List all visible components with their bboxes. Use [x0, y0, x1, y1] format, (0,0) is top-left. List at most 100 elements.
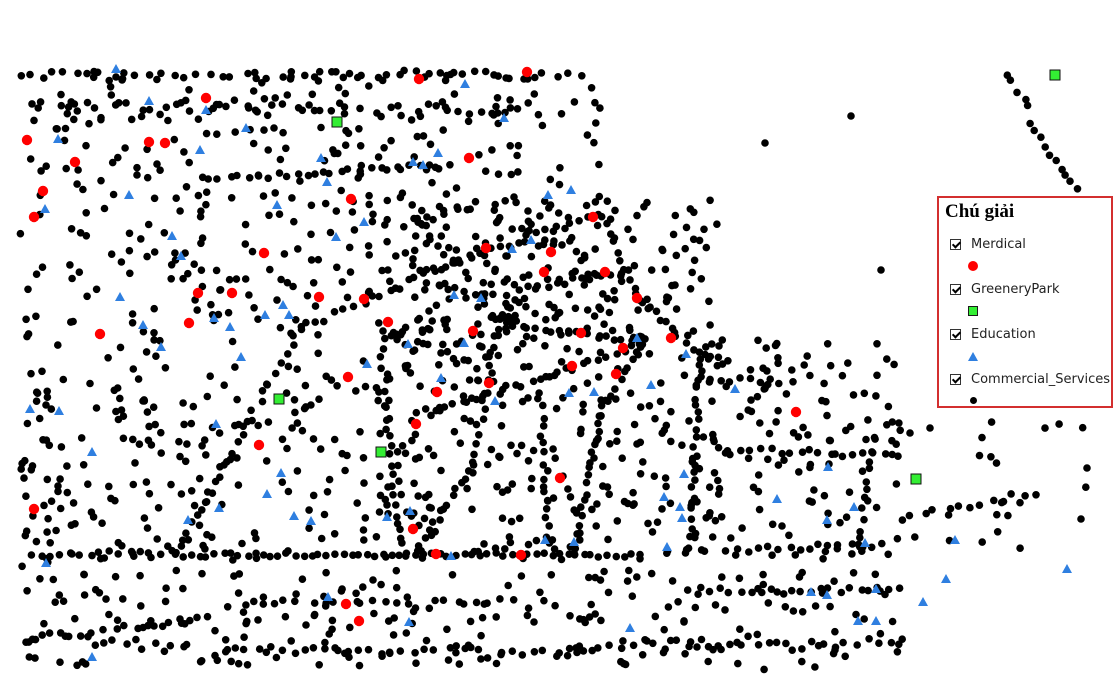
- education-point: [490, 396, 500, 405]
- education-point: [209, 313, 219, 322]
- commercial-service-point: [480, 290, 489, 298]
- commercial-service-point: [76, 229, 85, 237]
- commercial-service-point: [966, 503, 974, 512]
- commercial-service-point: [556, 164, 564, 172]
- commercial-service-point: [644, 519, 652, 528]
- commercial-service-point: [409, 273, 418, 282]
- commercial-service-point: [604, 397, 612, 406]
- commercial-service-point: [881, 450, 890, 458]
- commercial-service-point: [314, 331, 322, 339]
- education-point: [853, 616, 863, 625]
- commercial-service-point: [176, 452, 184, 461]
- commercial-service-point: [825, 436, 834, 445]
- education-point: [566, 185, 576, 194]
- commercial-service-point: [450, 427, 459, 436]
- commercial-service-point: [239, 431, 248, 439]
- commercial-service-point: [412, 408, 421, 417]
- greenery-park-layer-checkbox[interactable]: [950, 283, 961, 295]
- education-layer-checkbox[interactable]: [950, 328, 961, 340]
- commercial-service-point: [747, 396, 755, 404]
- commercial-service-point: [376, 429, 385, 438]
- commercial-service-point: [422, 221, 431, 230]
- commercial-service-point: [821, 547, 830, 556]
- commercial-service-point: [275, 169, 284, 177]
- commercial-service-point: [524, 282, 532, 291]
- legend-layer-education[interactable]: Education: [950, 325, 1036, 343]
- commercial-service-point: [488, 146, 496, 154]
- commercial-service-point: [455, 660, 464, 668]
- commercial-service-point: [271, 369, 280, 378]
- commercial-service-point: [588, 505, 596, 514]
- commercial-service-point: [826, 602, 834, 611]
- commercial-service-point: [288, 194, 296, 202]
- legend-layer-medical[interactable]: Merdical: [950, 235, 1026, 253]
- commercial-service-point: [32, 537, 41, 546]
- commercial-service-point: [57, 101, 66, 110]
- commercial-service-point: [1083, 464, 1091, 472]
- commercial-service-point: [282, 389, 291, 397]
- commercial-service-point: [561, 224, 569, 233]
- commercial-service-point: [600, 567, 608, 576]
- commercial-service-point: [584, 471, 593, 479]
- commercial-service-point: [630, 500, 638, 508]
- education-point: [276, 468, 286, 477]
- commercial-service-point: [477, 330, 485, 339]
- education-point: [1062, 564, 1072, 573]
- commercial-service-point: [591, 610, 599, 618]
- commercial-service-point: [496, 234, 504, 242]
- commercial-service-point: [47, 405, 56, 413]
- commercial-service-point: [292, 590, 300, 598]
- commercial-service-point: [422, 279, 431, 287]
- commercial-service-point: [128, 319, 137, 327]
- commercial-service-point: [542, 505, 551, 513]
- commercial-service-point: [307, 256, 316, 264]
- education-point: [382, 512, 392, 521]
- commercial-service-point: [54, 487, 62, 496]
- commercial-service-point: [477, 631, 485, 640]
- commercial-service-point: [234, 589, 243, 597]
- education-point: [115, 292, 125, 301]
- commercial-service-point: [284, 362, 293, 371]
- medical-layer-checkbox[interactable]: [950, 238, 961, 250]
- education-point: [950, 535, 960, 544]
- commercial-service-point: [187, 487, 196, 495]
- commercial-service-point: [538, 646, 547, 655]
- commercial-service-point: [662, 317, 670, 326]
- commercial-service-point: [156, 336, 164, 345]
- commercial-service-point: [636, 438, 645, 447]
- commercial-service-point: [245, 174, 254, 182]
- commercial-service-point: [353, 499, 362, 507]
- education-point: [941, 574, 951, 583]
- commercial-service-point: [804, 431, 812, 439]
- commercial-service-point: [587, 600, 595, 609]
- commercial-service-point: [301, 71, 309, 80]
- commercial-service-point: [527, 484, 535, 493]
- commercial-service-point: [753, 630, 762, 639]
- commercial-service-point: [696, 355, 705, 364]
- commercial-service-point: [393, 335, 401, 344]
- legend-layer-greenery-park[interactable]: GreeneryPark: [950, 280, 1060, 298]
- commercial-service-point: [184, 269, 192, 278]
- commercial-service-point: [702, 243, 711, 252]
- commercial-service-point: [402, 629, 411, 637]
- commercial-service-point: [242, 601, 250, 609]
- commercial-service-point: [281, 612, 290, 621]
- commercial-service-point: [722, 382, 730, 391]
- commercial-service-point: [333, 382, 341, 390]
- commercial-service-point: [671, 281, 679, 289]
- education-point: [849, 502, 859, 511]
- commercial-service-point: [396, 525, 404, 534]
- commercial-service-point: [788, 646, 796, 654]
- commercial-service-point: [387, 442, 396, 450]
- commercial-service-point: [477, 655, 485, 663]
- commercial-services-layer-checkbox[interactable]: [950, 373, 961, 385]
- commercial-service-point: [75, 268, 84, 277]
- commercial-service-point: [514, 141, 523, 150]
- legend-layer-commercial-services[interactable]: Commercial_Services: [950, 370, 1110, 388]
- commercial-service-point: [59, 597, 68, 605]
- commercial-service-point: [628, 592, 637, 600]
- commercial-service-point: [805, 445, 813, 454]
- commercial-service-point: [382, 416, 391, 425]
- commercial-service-point: [116, 394, 124, 403]
